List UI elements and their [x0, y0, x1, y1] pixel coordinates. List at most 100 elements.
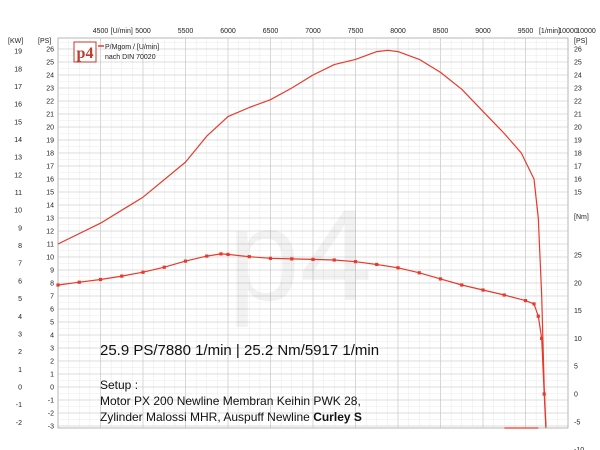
data-point-torque_nm-20 — [460, 283, 464, 287]
x-tick-label-0: 4500 — [93, 28, 109, 35]
y-ps-tick-label-24: 2 — [50, 359, 54, 366]
setup-line-1: Motor PX 200 Newline Membran Keihin PWK … — [100, 394, 361, 408]
data-point-torque_nm-3 — [120, 274, 124, 278]
data-point-torque_nm-7 — [205, 254, 209, 258]
y-right-ps-tick-label-2: 24 — [574, 73, 582, 80]
data-point-torque_nm-27 — [542, 392, 546, 396]
data-point-torque_nm-23 — [523, 298, 528, 303]
y-ps-tick-label-27: -1 — [48, 398, 54, 405]
y-ps-tick-label-8: 18 — [46, 151, 54, 158]
setup-heading: Setup : — [100, 378, 138, 392]
y-ps-tick-label-29: -3 — [48, 424, 54, 431]
data-point-torque_nm-14 — [332, 258, 336, 262]
y-ps-tick-label-15: 11 — [47, 242, 54, 249]
data-point-torque_nm-1 — [77, 280, 81, 284]
y-kw-tick-label-20: -1 — [16, 402, 22, 409]
y-right-ps-tick-label-10: 16 — [574, 177, 582, 184]
y-right-nm-tick-label-2: 15 — [574, 308, 582, 315]
y-kw-tick-label-15: 4 — [18, 314, 22, 321]
y-right-ps-tick-label-1: 25 — [574, 60, 582, 67]
data-point-torque_nm-21 — [481, 288, 485, 292]
legend: p4 P/Mgom / [U/min] nach DIN 70020 — [73, 41, 159, 63]
y-ps-tick-label-3: 23 — [46, 86, 54, 93]
y-left-unit-ps: [PS] — [38, 38, 51, 45]
x-axis-right-unit: [1/min] — [539, 28, 560, 35]
y-right-ps-tick-label-11: 15 — [574, 190, 582, 197]
y-right-ps-tick-label-7: 19 — [574, 138, 582, 145]
y-right-nm-tick-label-6: -5 — [574, 419, 580, 426]
y-ps-tick-label-17: 9 — [50, 268, 54, 275]
data-point-torque_nm-4 — [141, 270, 145, 274]
y-ps-tick-label-26: 0 — [50, 385, 54, 392]
x-tick-label-6: 7500 — [348, 28, 364, 35]
data-point-torque_nm-18 — [417, 271, 421, 275]
y-kw-tick-label-18: 1 — [18, 367, 22, 374]
y-ps-tick-label-14: 12 — [46, 229, 54, 236]
y-kw-tick-label-19: 0 — [18, 385, 22, 392]
setup-line-2-bold: Curley S — [313, 410, 362, 424]
y-right-ps-tick-label-6: 20 — [574, 125, 582, 132]
data-point-torque_nm-11 — [268, 256, 273, 260]
y-kw-tick-label-0: 19 — [14, 49, 22, 56]
y-right-ps-tick-label-3: 23 — [574, 86, 582, 93]
y-ps-tick-label-4: 22 — [46, 99, 54, 106]
y-right-nm-tick-label-3: 10 — [574, 336, 582, 343]
y-kw-tick-label-11: 8 — [18, 243, 22, 250]
y-right-unit-ps: [PS] — [574, 38, 587, 45]
y-right-nm-tick-label-7: -10 — [574, 447, 584, 450]
x-axis-unit: [U/min] — [111, 28, 133, 35]
data-point-torque_nm-22 — [502, 293, 506, 297]
y-ps-tick-label-19: 7 — [50, 294, 54, 301]
y-right-nm-tick-label-1: 20 — [574, 280, 582, 287]
legend-line-1: P/Mgom / [U/min] — [105, 44, 159, 51]
chart-axes: 4500 5000 5500 6000 6500 7000 7500 8000 8500 9000… — [8, 28, 596, 450]
y-ps-tick-label-22: 4 — [50, 333, 54, 340]
summary-text: 25.9 PS/7880 1/min | 25.2 Nm/5917 1/min — [100, 342, 379, 359]
setup-line-2-regular: Zylinder Malossi MHR, Auspuff Newline — [100, 410, 313, 424]
y-kw-tick-label-3: 16 — [14, 102, 22, 109]
y-right-ps-tick-label-9: 17 — [574, 164, 582, 171]
data-point-torque_nm-10 — [247, 255, 251, 259]
data-point-torque_nm-6 — [183, 259, 188, 263]
y-kw-tick-label-17: 2 — [18, 349, 22, 356]
data-point-torque_nm-9 — [226, 252, 230, 257]
y-ps-tick-label-28: -2 — [48, 411, 54, 418]
y-right-ps-tick-label-0: 26 — [574, 47, 582, 54]
y-right-ps-tick-label-4: 22 — [574, 99, 582, 106]
data-point-torque_nm-8 — [219, 252, 223, 256]
x-tick-label-9: 9000 — [475, 28, 491, 35]
data-point-torque_nm-2 — [98, 277, 103, 282]
y-ps-tick-label-1: 25 — [46, 60, 54, 67]
y-ps-tick-label-0: 26 — [46, 47, 54, 54]
series-line-power_ps — [57, 49, 547, 427]
y-right-nm-tick-label-5: 0 — [574, 392, 578, 399]
y-kw-tick-label-1: 18 — [14, 66, 22, 73]
y-ps-tick-label-6: 20 — [46, 125, 54, 132]
y-ps-tick-label-16: 10 — [46, 255, 54, 262]
data-point-torque_nm-12 — [290, 257, 294, 261]
data-point-torque_nm-24 — [532, 302, 536, 306]
legend-line-2: nach DIN 70020 — [105, 54, 156, 61]
y-kw-tick-label-5: 14 — [14, 137, 22, 144]
data-point-torque_nm-17 — [396, 266, 400, 270]
x-tick-label-4: 6500 — [263, 28, 279, 35]
x-tick-label-right-end: 10000 — [576, 28, 596, 35]
y-kw-tick-label-6: 13 — [14, 155, 22, 162]
x-tick-label-8: 8500 — [433, 28, 449, 35]
p4-logo-box — [73, 41, 97, 63]
y-kw-tick-label-10: 9 — [18, 225, 22, 232]
data-point-torque_nm-16 — [375, 262, 379, 267]
p4-logo: p4 — [77, 45, 94, 62]
y-kw-tick-label-13: 6 — [18, 278, 22, 285]
y-kw-tick-label-9: 10 — [14, 208, 22, 215]
setup-line-2: Zylinder Malossi MHR, Auspuff Newline Cu… — [100, 410, 362, 424]
y-ps-tick-label-2: 24 — [46, 73, 54, 80]
x-tick-label-11: 10000 — [558, 28, 578, 35]
y-right-nm-tick-label-4: 5 — [574, 364, 578, 371]
data-point-torque_nm-15 — [353, 260, 358, 264]
x-tick-label-2: 5500 — [178, 28, 194, 35]
y-ps-tick-label-12: 14 — [46, 203, 54, 210]
x-tick-label-10: 9500 — [518, 28, 534, 35]
chart-grid — [57, 37, 569, 429]
